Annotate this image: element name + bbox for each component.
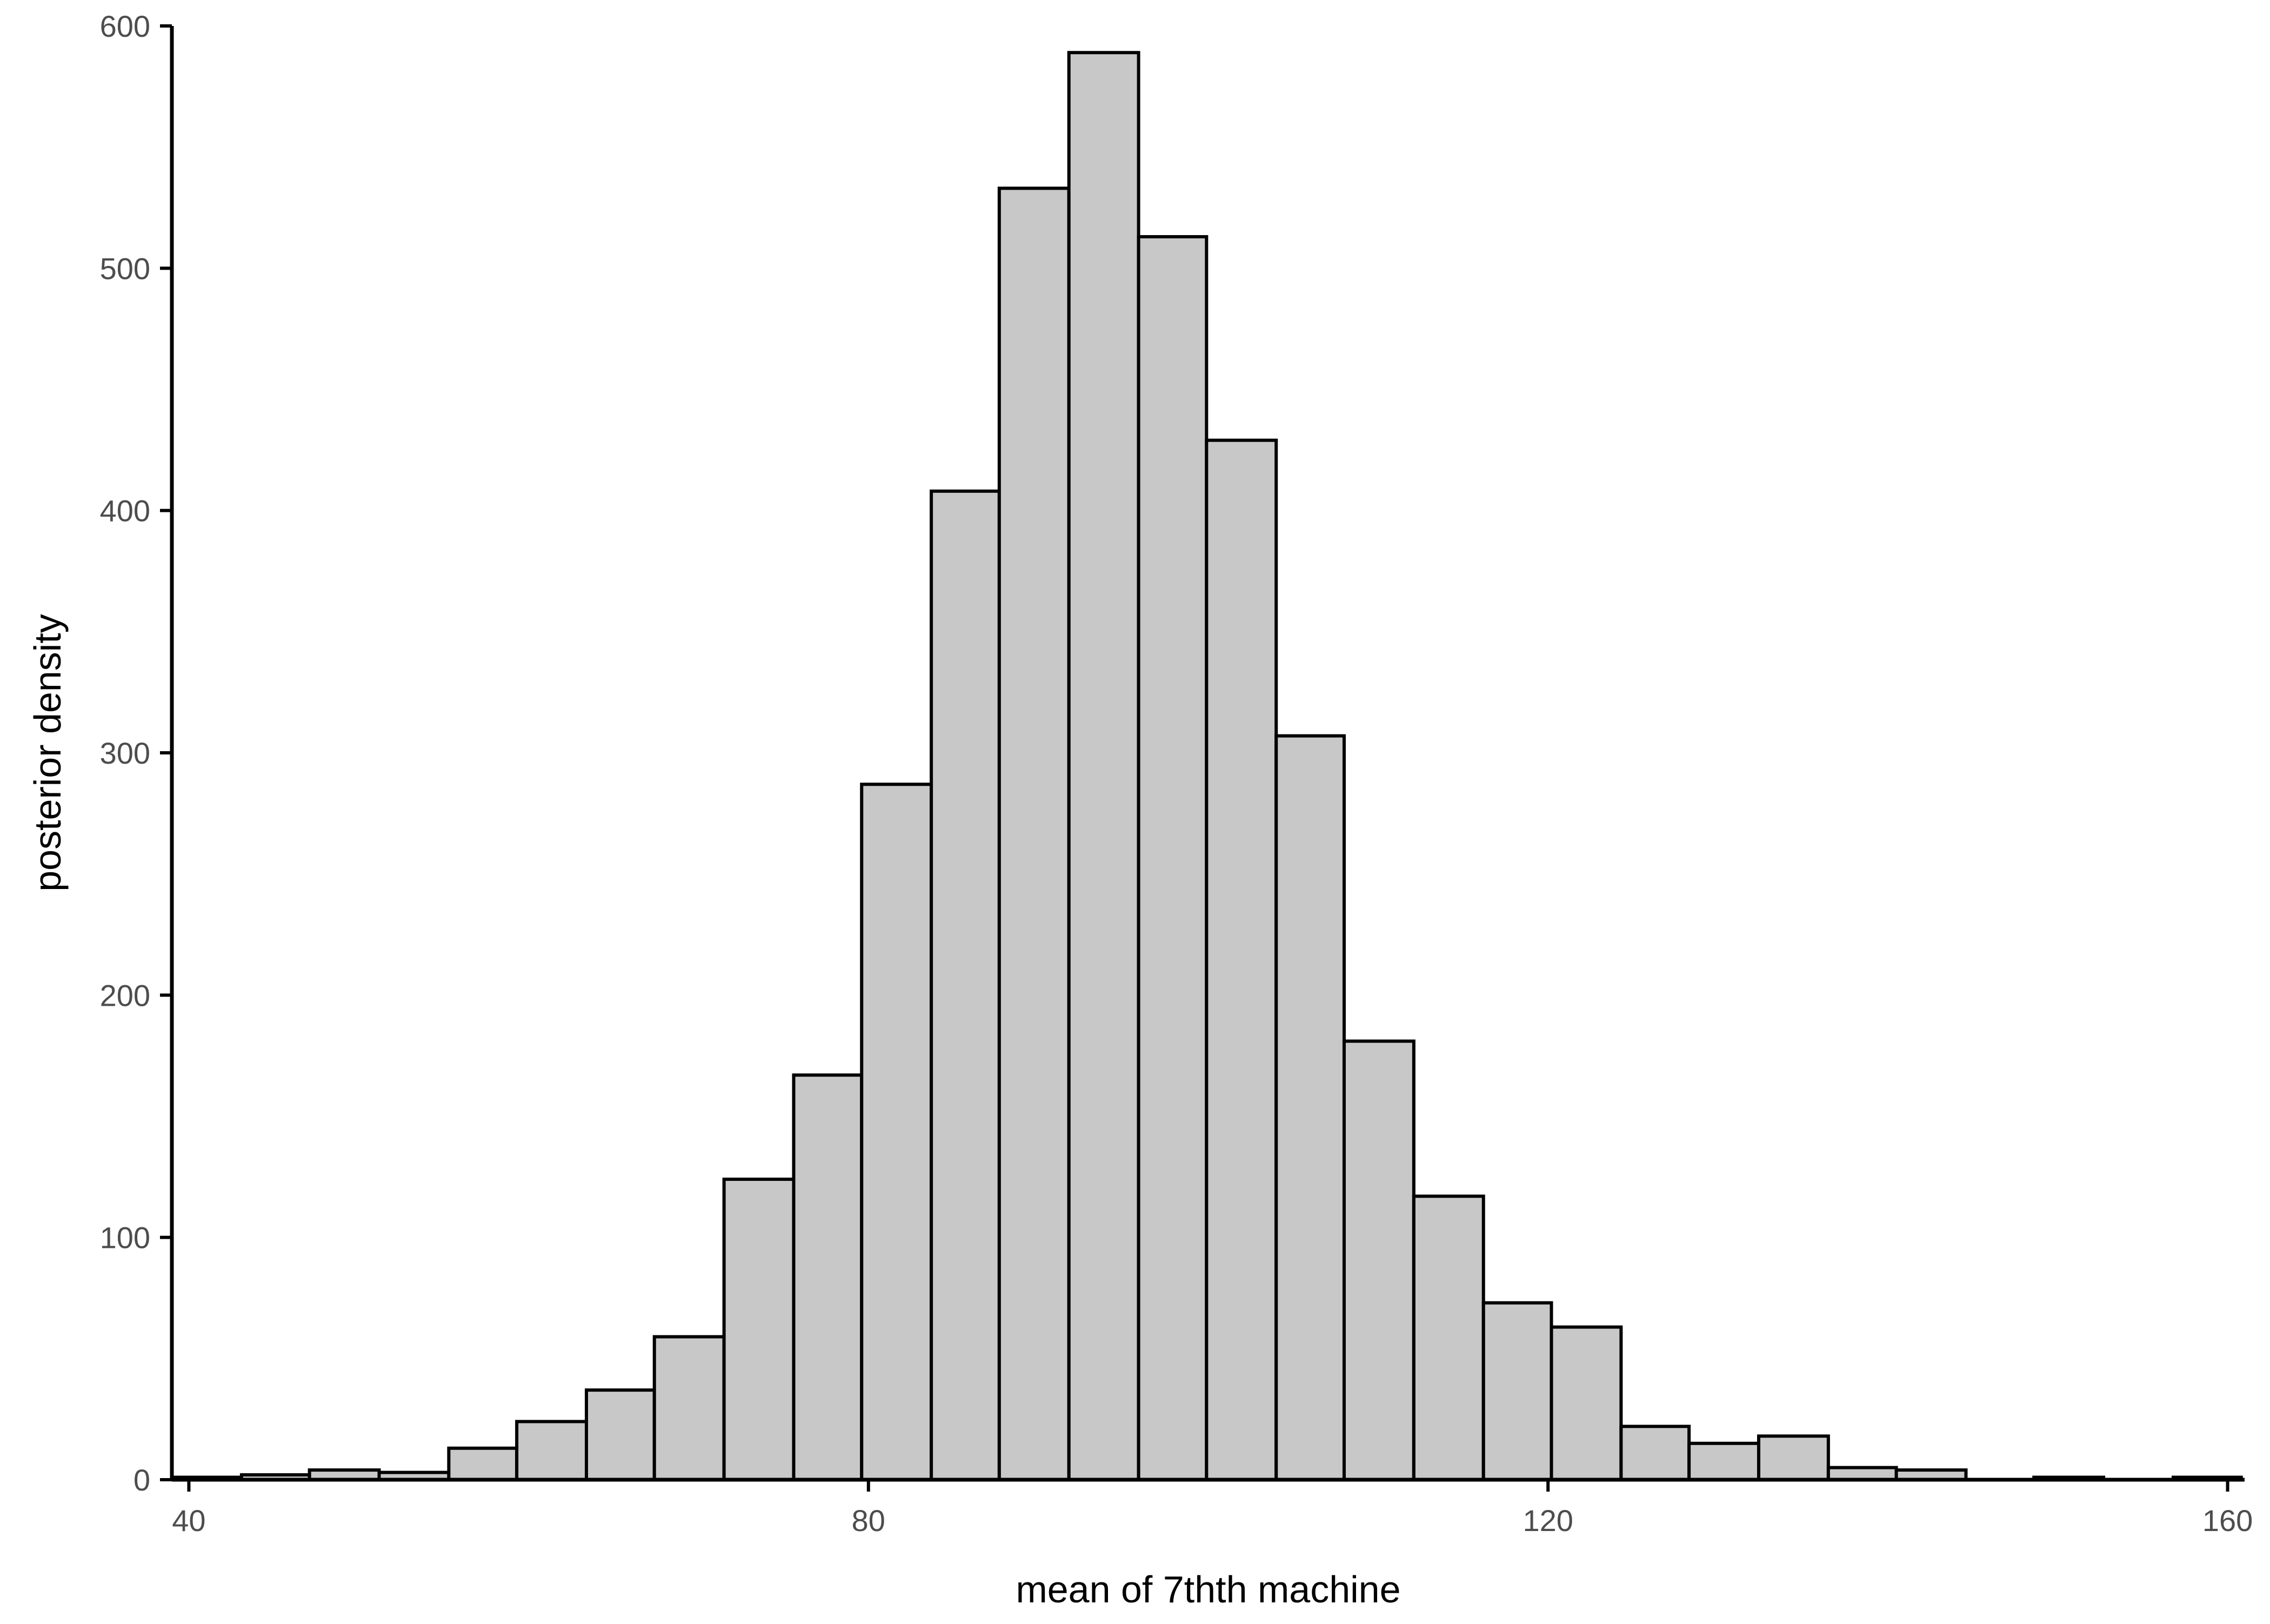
histogram-bar [997, 186, 1071, 1482]
histogram-bar [1757, 1434, 1830, 1482]
histogram-bar [1067, 51, 1140, 1482]
y-tick-label: 200 [100, 978, 150, 1012]
histogram-bar [1137, 235, 1209, 1481]
histogram-bar [652, 1335, 726, 1482]
histogram-bar [930, 489, 1001, 1481]
histogram-bar [515, 1420, 588, 1481]
y-tick-label: 100 [100, 1221, 150, 1255]
x-tick-label: 80 [852, 1503, 885, 1538]
x-tick-label: 160 [2202, 1503, 2253, 1538]
histogram-bar [447, 1446, 519, 1481]
bars-layer [170, 51, 2243, 1482]
histogram-bar [585, 1388, 656, 1482]
y-tick-label: 500 [100, 251, 150, 285]
histogram-bar [722, 1178, 796, 1481]
histogram-bar [1412, 1194, 1485, 1481]
histogram-bar [1481, 1301, 1553, 1481]
y-tick-label: 300 [100, 736, 150, 770]
x-axis-title: mean of 7thth machine [1016, 1568, 1400, 1610]
histogram-bar [1687, 1441, 1760, 1481]
histogram-bar [1550, 1325, 1623, 1482]
histogram-bar [1342, 1039, 1416, 1482]
y-tick-label: 600 [100, 9, 150, 43]
x-tick-label: 120 [1523, 1503, 1573, 1538]
histogram-bar [1619, 1425, 1691, 1482]
y-tick-label: 0 [133, 1463, 150, 1497]
y-tick-label: 400 [100, 494, 150, 528]
histogram-bar [1274, 734, 1346, 1481]
histogram-bar [860, 783, 933, 1481]
x-tick-label: 40 [172, 1503, 205, 1538]
y-axis-title: posterior density [26, 614, 69, 892]
x-ticks: 40 80 120 160 [172, 1480, 2253, 1538]
histogram-bar [792, 1073, 864, 1481]
y-ticks: 0 100 200 300 400 500 600 [100, 9, 172, 1497]
histogram-bar [1205, 438, 1278, 1481]
